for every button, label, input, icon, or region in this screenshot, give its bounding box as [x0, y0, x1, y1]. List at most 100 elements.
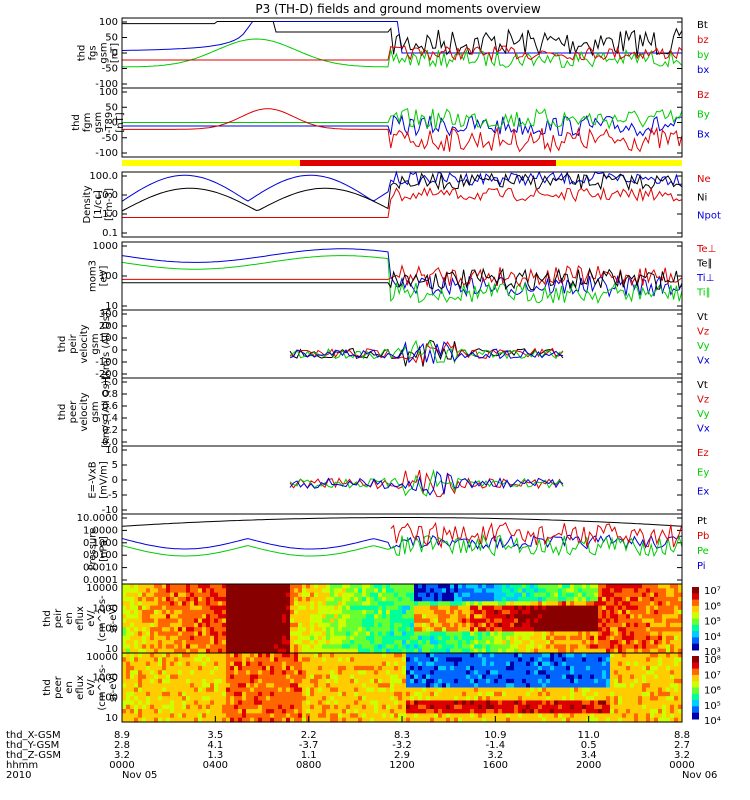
heatmap-cell [550, 678, 555, 684]
heatmap-cell [290, 653, 295, 658]
heatmap-cell [402, 657, 407, 663]
heatmap-cell [386, 674, 391, 680]
heatmap-cell [174, 657, 179, 663]
heatmap-cell [474, 709, 479, 714]
heatmap-cell [566, 622, 571, 628]
heatmap-cell [318, 653, 323, 658]
heatmap-cell [658, 687, 663, 693]
heatmap-cell [350, 665, 355, 671]
heatmap-cell [342, 704, 347, 710]
heatmap-cell [370, 653, 375, 658]
heatmap-cell [578, 635, 583, 641]
heatmap-cell [514, 717, 519, 723]
heatmap-cell [506, 657, 511, 663]
heatmap-cell [494, 640, 499, 645]
heatmap-cell [262, 601, 267, 607]
heatmap-cell [214, 678, 219, 684]
heatmap-cell [562, 661, 567, 667]
heatmap-cell [442, 622, 447, 628]
heatmap-cell [450, 596, 455, 602]
heatmap-cell [222, 631, 227, 637]
heatmap-cell [526, 696, 531, 702]
heatmap-cell [314, 657, 319, 663]
heatmap-cell [442, 657, 447, 663]
heatmap-cell [278, 696, 283, 702]
heatmap-cell [394, 670, 399, 676]
heatmap-cell [130, 661, 135, 667]
heatmap-cell [650, 648, 655, 654]
heatmap-cell [582, 687, 587, 693]
heatmap-cell [426, 665, 431, 671]
heatmap-cell [450, 709, 455, 714]
heatmap-cell [142, 665, 147, 671]
heatmap-cell [590, 635, 595, 641]
heatmap-cell [238, 670, 243, 676]
heatmap-cell [542, 661, 547, 667]
heatmap-cell [210, 622, 215, 628]
heatmap-cell [522, 596, 527, 602]
heatmap-cell [190, 648, 195, 654]
heatmap-cell [362, 609, 367, 615]
heatmap-cell [674, 709, 679, 714]
heatmap-cell [130, 584, 135, 589]
heatmap-cell [322, 704, 327, 710]
heatmap-cell [626, 648, 631, 654]
heatmap-cell [654, 596, 659, 602]
heatmap-cell [566, 691, 571, 697]
heatmap-cell [674, 631, 679, 637]
heatmap-cell [210, 674, 215, 680]
heatmap-cell [634, 661, 639, 667]
heatmap-cell [370, 713, 375, 719]
heatmap-cell [238, 657, 243, 663]
heatmap-cell [666, 678, 671, 684]
legend-ey: Ey [697, 467, 709, 478]
heatmap-cell [246, 678, 251, 684]
heatmap-cell [606, 605, 611, 611]
heatmap-cell [154, 670, 159, 676]
heatmap-cell [218, 644, 223, 650]
heatmap-cell [146, 592, 151, 598]
heatmap-cell [322, 605, 327, 611]
heatmap-cell [350, 605, 355, 611]
heatmap-cell [390, 640, 395, 645]
heatmap-cell [202, 687, 207, 693]
heatmap-cell [174, 704, 179, 710]
heatmap-cell [542, 648, 547, 654]
heatmap-cell [470, 683, 475, 689]
heatmap-cell [334, 691, 339, 697]
heatmap-cell [174, 709, 179, 714]
heatmap-cell [154, 640, 159, 645]
heatmap-cell [514, 653, 519, 658]
colorbar-label: 10⁷ [704, 670, 721, 681]
heatmap-cell [678, 640, 683, 645]
heatmap-cell [218, 687, 223, 693]
heatmap-cell [338, 640, 343, 645]
heatmap-cell [482, 696, 487, 702]
heatmap-cell [602, 661, 607, 667]
heatmap-cell [638, 687, 643, 693]
heatmap-cell [630, 622, 635, 628]
heatmap-cell [402, 678, 407, 684]
heatmap-cell [626, 605, 631, 611]
heatmap-cell [170, 683, 175, 689]
heatmap-cell [246, 618, 251, 624]
heatmap-cell [646, 584, 651, 589]
heatmap-cell [330, 614, 335, 620]
heatmap-cell [522, 614, 527, 620]
heatmap-cell [350, 700, 355, 706]
heatmap-cell [402, 588, 407, 594]
heatmap-cell [354, 601, 359, 607]
heatmap-cell [530, 678, 535, 684]
heatmap-cell [494, 717, 499, 723]
heatmap-cell [486, 648, 491, 654]
heatmap-cell [382, 648, 387, 654]
heatmap-cell [362, 704, 367, 710]
heatmap-cell [402, 631, 407, 637]
heatmap-cell [670, 717, 675, 723]
heatmap-cell [558, 601, 563, 607]
heatmap-cell [130, 618, 135, 624]
heatmap-cell [190, 627, 195, 633]
heatmap-cell [406, 696, 411, 702]
heatmap-cell [522, 588, 527, 594]
heatmap-cell [238, 584, 243, 589]
